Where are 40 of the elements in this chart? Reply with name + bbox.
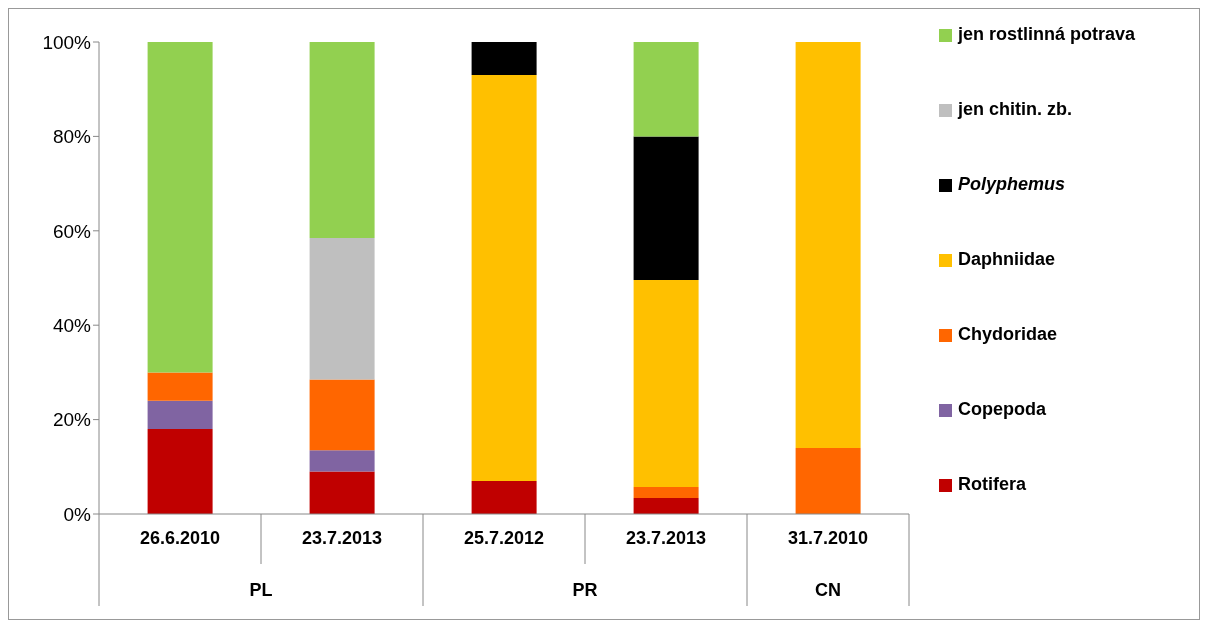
legend-label: Copepoda — [958, 399, 1047, 420]
bar — [795, 42, 861, 448]
bar — [147, 400, 213, 430]
x-tick-label: 26.6.2010 — [139, 528, 221, 548]
x-tick-label: 23.7.2013 — [301, 528, 383, 548]
bar — [309, 379, 375, 451]
bar — [795, 447, 861, 514]
bar — [633, 136, 699, 280]
legend-label: jen rostlinná potrava — [958, 24, 1137, 45]
bar — [471, 75, 537, 481]
text: PR — [572, 580, 598, 600]
y-tick-label: 100% — [42, 31, 92, 53]
x-tick-label: 23.7.2013 — [625, 528, 707, 548]
bar — [309, 42, 375, 238]
bar — [147, 372, 213, 401]
y-tick-label: 80% — [52, 126, 92, 148]
y-tick-label: 20% — [52, 409, 92, 431]
x-tick-label: 31.7.2010 — [787, 528, 869, 548]
legend-label: Chydoridae — [958, 324, 1059, 345]
text: CN — [815, 580, 841, 600]
bar — [633, 487, 699, 498]
legend-label: Polyphemus — [958, 174, 1067, 195]
bar — [633, 497, 699, 514]
legend-label: jen chitin. zb. — [958, 99, 1073, 120]
legend-label: Daphniidae — [958, 249, 1056, 270]
legend-label: Rotifera — [958, 474, 1027, 495]
text: PL — [249, 580, 273, 600]
y-tick-label: 0% — [63, 503, 92, 525]
x-tick-label: 25.7.2012 — [463, 528, 545, 548]
bar — [309, 450, 375, 472]
bar — [633, 42, 699, 137]
bar — [309, 237, 375, 380]
bar — [309, 471, 375, 514]
bar — [147, 429, 213, 514]
bar — [471, 42, 537, 76]
y-tick-label: 40% — [52, 314, 92, 336]
y-tick-label: 60% — [52, 220, 92, 242]
bar — [471, 480, 537, 514]
bar — [633, 279, 699, 488]
bar — [147, 42, 213, 373]
